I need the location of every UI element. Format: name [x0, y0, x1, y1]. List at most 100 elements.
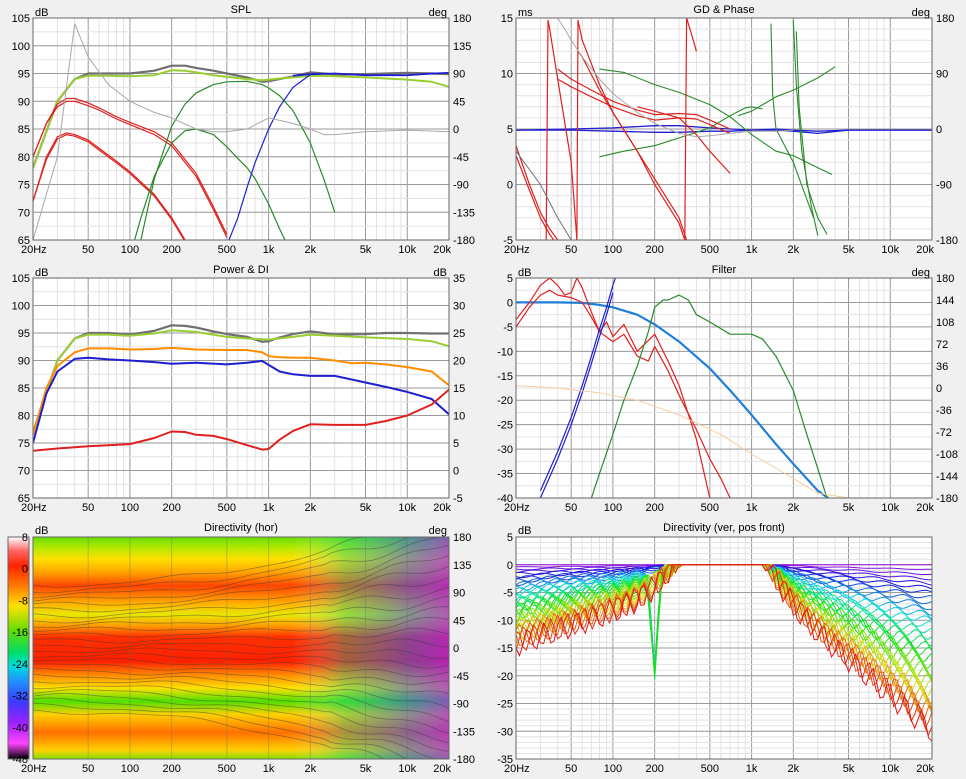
contour-line	[33, 576, 449, 619]
x-tick-label: 2k	[305, 244, 317, 256]
colorbar-tick-label: -48	[12, 754, 28, 766]
colorbar	[7, 536, 30, 760]
series-line-3	[539, 292, 614, 498]
series-line-1	[516, 278, 711, 498]
y2-tick-label: -5	[453, 493, 463, 505]
x-tick-label: 5k	[360, 502, 372, 514]
series-line-7	[133, 128, 286, 240]
x-tick-label: 100	[121, 502, 139, 514]
series-line-4	[738, 66, 836, 117]
x-tick-label: 50	[565, 502, 577, 514]
contour-line	[33, 595, 449, 628]
y2-tick-label: 144	[936, 295, 954, 307]
y-tick-label: -20	[497, 395, 513, 407]
directivity-ver-series	[516, 563, 932, 742]
contour-line	[33, 673, 449, 709]
y2-tick-label: -180	[453, 754, 475, 766]
series-line-6	[792, 20, 819, 236]
y2-tick-label: 15	[453, 383, 465, 395]
series-line-3	[33, 356, 449, 444]
contour-line	[33, 616, 449, 638]
spl-left-ticks: 65 70 75 80 85 90 95 100 105	[12, 13, 30, 247]
y-tick-label: 0	[507, 180, 513, 192]
directivity-hor-right-ticks: -180 -135 -90 -45 0 45 90 135 180	[453, 532, 475, 766]
y2-tick-label: -36	[936, 405, 952, 417]
colorbar-tick-label: -24	[12, 659, 28, 671]
y-tick-label: 80	[18, 152, 30, 164]
spl-right-unit: deg	[429, 7, 447, 19]
filter-right-unit: deg	[912, 267, 930, 279]
series-line-4	[33, 132, 186, 240]
colorbar-tick-label: -40	[12, 722, 28, 734]
y2-tick-label: 90	[453, 69, 465, 81]
series-line-2	[516, 289, 731, 498]
series-line-6	[516, 385, 849, 498]
x-tick-label: 1k	[746, 502, 758, 514]
series-line-2	[599, 68, 833, 175]
x-tick-label: 1k	[263, 244, 275, 256]
gd-phase-title: GD & Phase	[693, 4, 754, 16]
series-line-16	[637, 106, 731, 174]
contour-line	[33, 647, 449, 659]
y2-tick-label: -135	[453, 726, 475, 738]
colorbar-ticks: -48 -40 -32 -24 -16 -8 0 8	[12, 532, 28, 766]
y-tick-label: 85	[18, 124, 30, 136]
directivity-hor-panel: Directivity (hor) dB deg -48 -40 -32 -24 -16…	[7, 522, 475, 775]
y2-tick-label: -90	[453, 180, 469, 192]
colorbar-tick-label: 8	[22, 532, 28, 544]
directivity-hor-left-unit: dB	[35, 525, 48, 537]
y-tick-label: 105	[12, 273, 30, 285]
y-tick-label: 90	[18, 96, 30, 108]
y2-tick-label: 180	[936, 13, 954, 25]
x-tick-label: 500	[701, 763, 719, 775]
y-tick-label: 5	[507, 273, 513, 285]
y2-tick-label: 0	[453, 643, 459, 655]
contour-line	[33, 689, 449, 744]
y-tick-label: -15	[497, 643, 513, 655]
gd-phase-left-ticks: -5 0 5 10 15	[501, 13, 513, 247]
contour-line	[33, 657, 449, 678]
x-tick-label: 50	[565, 244, 577, 256]
colorbar-tick-label: -8	[18, 595, 28, 607]
y-tick-label: -35	[497, 469, 513, 481]
x-tick-label: 50	[82, 502, 94, 514]
series-line-1	[516, 128, 932, 133]
series-line-0	[33, 64, 449, 169]
y-tick-label: 65	[18, 235, 30, 247]
y-tick-label: -40	[497, 493, 513, 505]
gd-phase-series	[516, 18, 932, 240]
x-tick-label: 5k	[360, 244, 372, 256]
x-tick-label: 20Hz	[21, 244, 47, 256]
y-tick-label: 70	[18, 207, 30, 219]
spl-title: SPL	[231, 4, 252, 16]
spl-right-ticks: -180 -135 -90 -45 0 45 90 135 180	[453, 13, 475, 247]
spl-left-unit: dB	[35, 7, 48, 19]
y-tick-label: -5	[503, 588, 513, 600]
y2-tick-label: 180	[453, 532, 471, 544]
power-di-left-ticks: 65 70 75 80 85 90 95 100 105	[12, 273, 30, 505]
contour-line	[33, 638, 449, 649]
contour-line	[33, 537, 444, 599]
contour-line	[33, 537, 409, 594]
series-line-5	[33, 134, 185, 240]
y2-tick-label: -180	[936, 493, 958, 505]
y-tick-label: 100	[12, 301, 30, 313]
x-tick-label: 500	[218, 502, 236, 514]
y2-tick-label: 108	[936, 317, 954, 329]
y-tick-label: -20	[497, 671, 513, 683]
y-tick-label: -10	[497, 346, 513, 358]
filter-left-unit: dB	[518, 267, 531, 279]
filter-series	[516, 278, 849, 498]
x-tick-label: 200	[645, 502, 663, 514]
y2-tick-label: 0	[453, 466, 459, 478]
y2-tick-label: -144	[936, 471, 958, 483]
y2-tick-label: 0	[936, 124, 942, 136]
y2-tick-label: 36	[936, 361, 948, 373]
y2-tick-label: 25	[453, 328, 465, 340]
colorbar-tick-label: -32	[12, 691, 28, 703]
series-line-0	[33, 324, 449, 433]
x-tick-label: 200	[162, 763, 180, 775]
colorbar-tick-label: 0	[22, 564, 28, 576]
y-tick-label: -30	[497, 444, 513, 456]
